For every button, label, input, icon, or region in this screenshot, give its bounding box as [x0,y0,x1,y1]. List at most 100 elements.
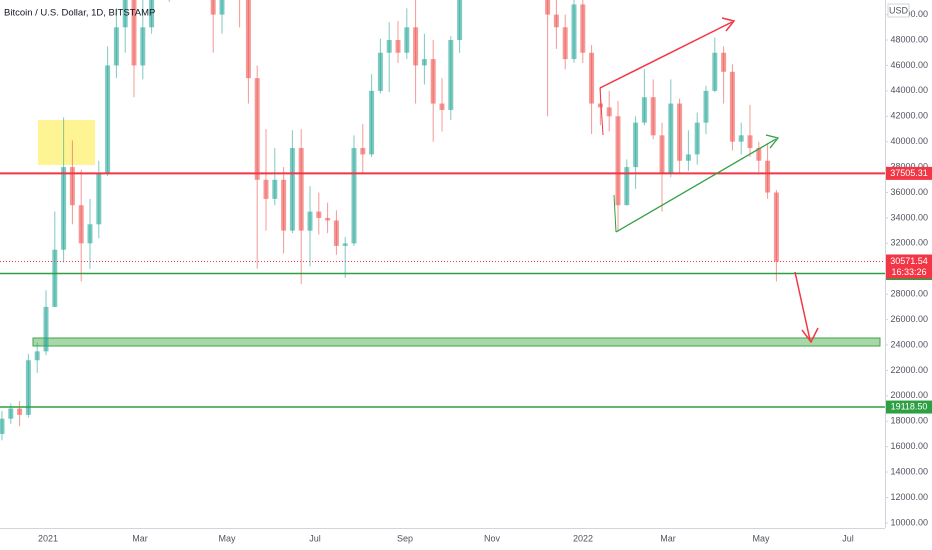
x-tick-label: Mar [132,533,148,543]
y-tick-label: 42000.00 [890,111,928,121]
highlight-box [38,120,95,165]
candle-body [571,4,577,60]
candle-body [413,27,419,66]
trend-arrow [599,21,733,89]
candle-body [298,148,304,231]
candle-body [245,0,251,79]
projection-arrow [794,271,811,341]
candle-body [87,224,93,244]
candle-body [386,40,392,53]
candle-body [105,65,111,174]
y-tick-label: 10000.00 [890,517,928,527]
y-tick-label: 44000.00 [890,85,928,95]
x-tick-label: 2022 [573,533,593,543]
candle-body [351,148,357,244]
candle-body [677,103,683,161]
countdown-label: 16:33:26 [891,267,926,277]
candle-body [0,418,5,434]
candle-body [342,243,348,246]
y-tick-label: 38000.00 [890,161,928,171]
candle-body [457,0,463,41]
x-tick-label: May [752,533,770,543]
x-tick-label: May [218,533,236,543]
price-badge-label: 19118.50 [891,401,928,411]
candle-body [325,217,331,221]
candle-body [439,103,445,110]
x-tick-label: Jul [842,533,854,543]
y-tick-label: 34000.00 [890,212,928,222]
arrow-head [721,17,736,32]
chart-title: Bitcoin / U.S. Dollar, 1D, BITSTAMP [4,8,155,19]
candle-body [8,408,14,419]
candle-body [756,148,762,161]
candle-body [78,205,84,244]
candle-body [641,97,647,123]
candle-body [448,40,454,110]
candle-body [404,27,410,53]
levels [0,172,885,408]
candle-body [633,122,639,168]
candle-body [765,160,771,193]
candle-body [430,59,436,104]
currency-label: USD [889,5,909,15]
candle-body [333,220,339,246]
candle-body [738,135,744,142]
plot-area [0,0,885,441]
price-badge [886,400,932,414]
candle-body [395,40,401,53]
candle-body [747,135,753,149]
candle-body [272,179,278,199]
candle-body [685,154,691,161]
y-tick-label: 40000.00 [890,136,928,146]
candle-body [668,103,674,174]
candle-body [219,0,225,15]
candle-body [43,306,49,352]
x-tick-label: Nov [484,533,501,543]
candle-body [17,408,23,415]
trend-arrow [615,138,777,233]
price-badge [886,166,932,180]
candles [0,0,779,441]
candle-body [96,173,102,225]
y-tick-label: 12000.00 [890,492,928,502]
candle-body [606,107,612,117]
candle-body [25,360,31,415]
candle-body [553,14,559,28]
currency-badge[interactable] [887,3,910,18]
candle-body [34,351,40,361]
y-tick-label: 24000.00 [890,339,928,349]
candle-body [369,90,375,155]
y-tick-label: 28000.00 [890,289,928,299]
candle-body [421,59,427,66]
y-tick-label: 32000.00 [890,238,928,248]
y-tick-label: 26000.00 [890,314,928,324]
trend-line [599,87,604,136]
candle-body [289,148,295,231]
last-price-badge [886,254,932,279]
candle-body [263,179,269,199]
candle-body [69,167,75,206]
candle-body [140,27,146,66]
y-tick-label: 18000.00 [890,416,928,426]
support-zone [32,337,881,347]
y-tick-label: 16000.00 [890,441,928,451]
candle-body [650,97,656,136]
candle-body [597,103,603,108]
candle-body [545,0,551,15]
candle-body [712,52,718,91]
y-tick-label: 22000.00 [890,365,928,375]
last-price-label: 30571.54 [890,256,928,266]
y-tick-label: 36000.00 [890,187,928,197]
candle-body [281,179,287,231]
price-badge-label: 37505.31 [890,168,928,178]
candle-body [729,71,735,142]
candle-body [61,167,67,250]
candle-body [210,0,216,15]
candle-body [122,0,128,28]
candle-body [562,27,568,60]
x-tick-label: Sep [397,533,413,543]
arrow-head [765,134,780,149]
candle-body [589,52,595,104]
